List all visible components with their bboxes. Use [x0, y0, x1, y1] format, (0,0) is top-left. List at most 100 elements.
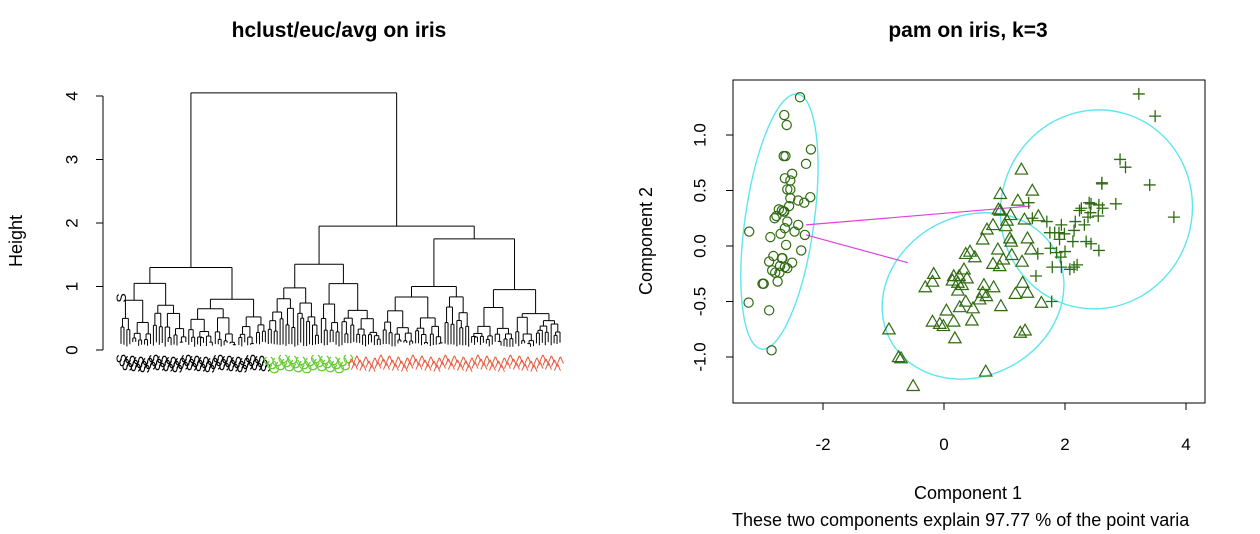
dendrogram-leaf-label: > — [372, 354, 388, 362]
point-triangle — [939, 302, 954, 316]
point-triangle — [1031, 208, 1046, 222]
dendrogram-leaf-label: > — [449, 359, 465, 367]
point-circle — [805, 191, 816, 203]
dendrogram-leaf-label: > — [508, 362, 524, 370]
dendrogram-leaf-label: S — [163, 356, 179, 365]
clusplot-x-tick-label: 0 — [939, 435, 948, 454]
dendrogram-tree — [120, 92, 561, 347]
dendrogram-leaf-label: S — [125, 359, 141, 368]
dendrogram-leaf-label: S — [210, 354, 226, 363]
point-plus — [1073, 204, 1086, 217]
dendrogram-leaf-label: > — [437, 354, 453, 362]
dendrogram-leaf-label: S — [184, 362, 200, 371]
dendrogram-leaf-label: S — [254, 359, 270, 368]
dendrogram-leaf-label: C — [310, 358, 326, 368]
point-triangle — [1025, 183, 1040, 196]
point-triangle — [964, 312, 980, 326]
dendrogram-leaf-label: > — [478, 355, 494, 363]
point-triangle — [986, 279, 1001, 293]
dendrogram-leaf-label: S — [243, 354, 259, 363]
dendrogram-leaf-label: C — [340, 354, 356, 364]
dendrogram-leaf-label: > — [352, 359, 368, 367]
dendrogram-leaf-label: S — [201, 364, 217, 373]
dendrogram-leaf-label: > — [355, 363, 371, 371]
dendrogram-leaf-label: > — [537, 358, 553, 366]
point-plus — [1048, 226, 1061, 239]
point-plus — [1068, 224, 1081, 237]
clusplot-y-tick-label: 1.0 — [691, 123, 710, 147]
cluster-points — [743, 87, 1180, 392]
point-triangle — [956, 261, 972, 275]
dendrogram-leaf-label: C — [328, 360, 344, 370]
dendrogram-leaf-label: > — [363, 364, 379, 372]
point-plus — [1119, 161, 1132, 174]
dendrogram-leaf-label: S — [225, 363, 241, 372]
point-triangle — [985, 256, 1001, 270]
point-triangle — [1020, 285, 1035, 298]
point-triangle — [1010, 193, 1026, 206]
point-triangle — [991, 201, 1006, 215]
dendrogram-leaf-label: > — [549, 363, 565, 371]
dendrogram-leaf-label: > — [487, 356, 503, 364]
point-triangle — [1003, 234, 1019, 247]
dendrogram-leaf-label: > — [390, 356, 406, 364]
variance-note: These two components explain 97.77 % of … — [732, 510, 1190, 530]
point-plus — [1031, 247, 1044, 260]
point-triangle — [965, 300, 981, 314]
point-triangle — [893, 350, 909, 364]
point-circle — [778, 150, 789, 162]
point-triangle — [925, 274, 940, 287]
point-circle — [772, 276, 783, 287]
clusplot-y-tick-label: -1.0 — [691, 342, 710, 371]
point-circle — [792, 195, 804, 206]
dendrogram-leaf-label: S — [207, 361, 223, 370]
dendrogram-leaf-label: S — [240, 361, 256, 370]
dendrogram-leaf-label: > — [525, 364, 541, 372]
dendrogram-leaf-label: S — [246, 358, 262, 367]
dendrogram-leaf-label: > — [402, 361, 418, 369]
dendrogram-leaf-label: S — [178, 354, 194, 363]
dendrogram-leaf-labels: SSSSSSSSSSSSSSSSSSSSSSSSSSSSSSSSSSSSSSSS… — [113, 293, 568, 374]
dendrogram-leaf-label: S — [257, 363, 273, 372]
point-circle — [771, 210, 782, 222]
dendrogram-leaf-label: S — [187, 355, 203, 364]
point-plus — [1022, 196, 1035, 209]
point-triangle — [1002, 230, 1018, 244]
dendrogram-leaf-label: > — [455, 356, 471, 364]
dendrogram-leaf-label: > — [511, 355, 527, 363]
point-triangle — [925, 314, 940, 327]
dendrogram-leaf-label: > — [484, 363, 500, 371]
point-circle — [773, 204, 785, 215]
dendrogram-leaf-label: S — [228, 356, 244, 365]
dendrogram-leaf-label: > — [543, 355, 559, 363]
dendrogram-leaf-label: S — [193, 363, 209, 372]
point-plus — [1044, 242, 1057, 255]
dendrogram-leaf-label: C — [325, 356, 341, 366]
point-circle — [776, 253, 788, 264]
dendrogram-leaf-label: C — [337, 361, 353, 371]
cluster-connector — [805, 234, 908, 264]
dendrogram-leaf-label: C — [260, 356, 276, 366]
dendrogram-y-label: Height — [6, 215, 26, 267]
point-plus — [1040, 215, 1053, 228]
point-circle — [774, 267, 785, 278]
dendrogram-leaf-label: C — [334, 357, 350, 367]
dendrogram-y-tick-label: 2 — [63, 218, 82, 227]
point-plus — [1054, 251, 1067, 264]
dendrogram-leaf-label: > — [414, 355, 430, 363]
dendrogram-leaf-label: > — [496, 357, 512, 365]
dendrogram-leaf-label: > — [534, 354, 550, 362]
dendrogram-leaf-label: S — [122, 355, 138, 364]
point-plus — [1083, 196, 1096, 209]
point-plus — [1053, 233, 1066, 246]
dendrogram-leaf-label: S — [119, 362, 135, 371]
dendrogram-leaf-label: S — [116, 358, 132, 367]
dendrogram-y-tick-label: 1 — [63, 282, 82, 291]
dendrogram-leaf-label: S — [204, 357, 220, 366]
dendrogram-leaf-label: C — [293, 356, 309, 366]
dendrogram-leaf-label: S — [169, 364, 185, 373]
cluster-connectors — [805, 205, 1031, 264]
dendrogram-leaf-label: > — [446, 355, 462, 363]
dendrogram-leaf-label: > — [375, 358, 391, 366]
point-triangle — [993, 203, 1008, 216]
